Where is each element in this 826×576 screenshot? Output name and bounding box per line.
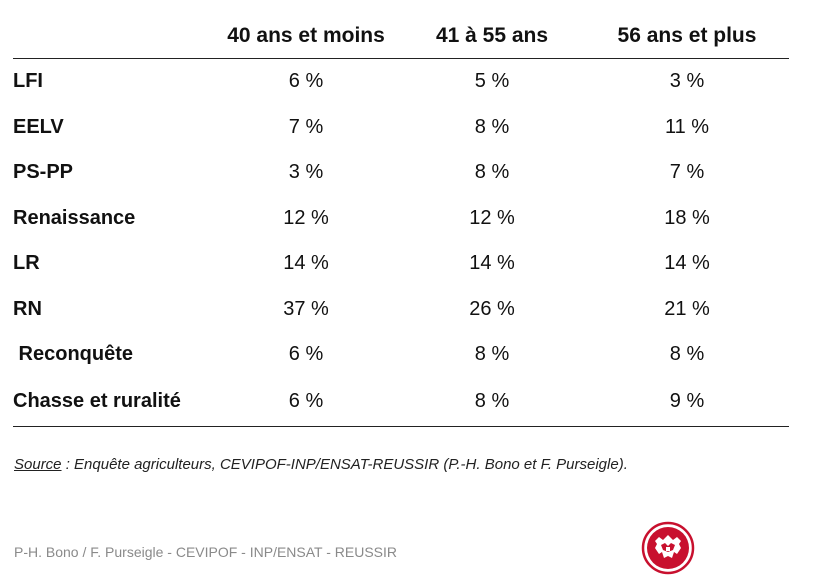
table-cell: 6 %	[288, 70, 324, 93]
table-row: Chasse et ruralité 6 % 8 % 9 %	[13, 377, 789, 427]
table-cell: 14 %	[469, 252, 515, 275]
table-row: LR 14 % 14 % 14 %	[13, 241, 789, 287]
table-cell: 7 %	[669, 161, 705, 184]
table-row: LFI 6 % 5 % 3 %	[13, 59, 789, 105]
table-cell: 8 %	[474, 161, 510, 184]
table-cell: 12 %	[469, 206, 515, 229]
results-table-container: 40 ans et moins 41 à 55 ans 56 ans et pl…	[13, 14, 789, 427]
table-cell: 26 %	[469, 297, 515, 320]
table-row: PS-PP 3 % 8 % 7 %	[13, 150, 789, 196]
table-cell: 8 %	[474, 115, 510, 138]
source-label: Source	[14, 456, 62, 473]
row-label: Renaissance	[13, 206, 136, 229]
table-cell: 7 %	[288, 115, 324, 138]
table-header-row: 40 ans et moins 41 à 55 ans 56 ans et pl…	[13, 14, 789, 59]
table-cell: 8 %	[474, 343, 510, 366]
source-note: Source : Enquête agriculteurs, CEVIPOF-I…	[14, 456, 628, 473]
table-row: Renaissance 12 % 12 % 18 %	[13, 196, 789, 242]
table-row: RN 37 % 26 % 21 %	[13, 287, 789, 333]
row-label: RN	[13, 297, 42, 320]
table-cell: 8 %	[669, 343, 705, 366]
table-cell: 14 %	[664, 252, 710, 275]
table-cell: 14 %	[283, 252, 329, 275]
table-cell: 12 %	[283, 206, 329, 229]
table-cell: 6 %	[213, 377, 399, 427]
table-row: EELV 7 % 8 % 11 %	[13, 105, 789, 151]
row-label: LFI	[13, 70, 43, 93]
heraldic-lion-seal-icon	[641, 521, 695, 575]
table-cell: 5 %	[474, 70, 510, 93]
table-row: Reconquête 6 % 8 % 8 %	[13, 332, 789, 378]
table-cell: 18 %	[664, 206, 710, 229]
table-cell: 9 %	[585, 377, 789, 427]
table-cell: 6 %	[288, 343, 324, 366]
footer-credit: P-H. Bono / F. Purseigle - CEVIPOF - INP…	[14, 544, 398, 560]
column-header-41-to-55: 41 à 55 ans	[399, 14, 585, 59]
row-label: Chasse et ruralité	[13, 377, 213, 427]
table-cell: 37 %	[283, 297, 329, 320]
row-label: EELV	[13, 115, 64, 138]
table-cell: 3 %	[669, 70, 705, 93]
source-text: : Enquête agriculteurs, CEVIPOF-INP/ENSA…	[61, 456, 628, 473]
table-cell: 11 %	[664, 115, 710, 138]
table-cell: 3 %	[288, 161, 324, 184]
table-cell: 21 %	[664, 297, 710, 320]
column-header-56-and-over: 56 ans et plus	[585, 14, 789, 59]
row-label: Reconquête	[13, 343, 134, 366]
column-header-40-and-under: 40 ans et moins	[213, 14, 399, 59]
results-table: 40 ans et moins 41 à 55 ans 56 ans et pl…	[13, 14, 789, 427]
table-cell: 8 %	[399, 377, 585, 427]
column-header-party	[13, 14, 213, 59]
row-label: LR	[13, 252, 40, 275]
row-label: PS-PP	[13, 161, 74, 184]
